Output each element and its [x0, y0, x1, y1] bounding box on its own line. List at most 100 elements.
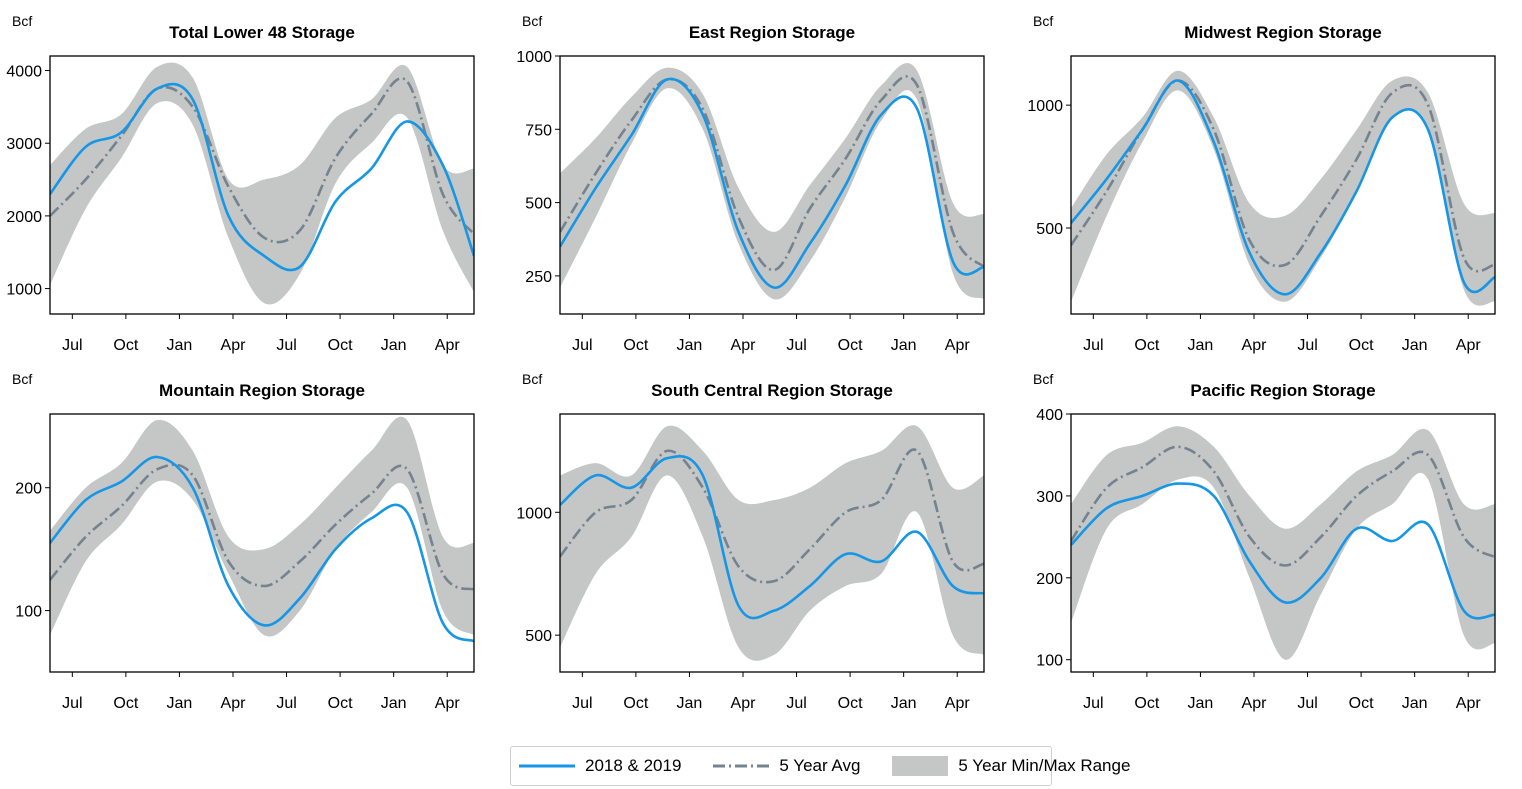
y-tick-label: 3000 [6, 136, 42, 153]
min-max-band [1071, 70, 1495, 306]
chart-panel-5: South Central Region Storage Bcf 500 1000 Ju… [516, 371, 985, 712]
actual-storage-line [50, 455, 474, 643]
y-tick-label: 1000 [516, 49, 552, 66]
y-tick-label: 1000 [1027, 98, 1063, 115]
actual-storage-line [560, 77, 984, 289]
y-tick-label: 250 [525, 269, 552, 286]
x-tick-label: Jan [381, 695, 407, 712]
chart-panel-2: East Region Storage Bcf 250 500 750 1000 Jul Oc… [516, 13, 985, 354]
x-tick-label: Jul [1083, 337, 1103, 354]
legend-actual-label: 2018 & 2019 [585, 756, 682, 775]
legend-actual-swatch [519, 764, 575, 768]
y-axis-unit: Bcf [1033, 371, 1053, 387]
actual-storage-line [1071, 79, 1495, 296]
plot-frame [49, 55, 475, 315]
y-tick-label: 300 [1036, 489, 1063, 506]
y-axis-unit: Bcf [1033, 13, 1053, 29]
chart-panel-1: Total Lower 48 Storage Bcf 1000 2000 3000 400… [6, 13, 475, 354]
x-tick-label: Jul [1297, 695, 1317, 712]
plot-area [1071, 426, 1495, 660]
y-tick-label: 2000 [6, 209, 42, 226]
x-tick-label: Jul [572, 337, 592, 354]
y-tick-label: 100 [15, 604, 42, 621]
min-max-band [560, 425, 984, 661]
min-max-band [50, 62, 474, 305]
x-tick-label: Apr [1456, 695, 1482, 712]
x-tick-label: Jan [167, 695, 193, 712]
y-tick-label: 500 [1036, 221, 1063, 238]
five-year-avg-line [50, 463, 474, 591]
legend: 2018 & 2019 5 Year Avg 5 Year Min/Max Ra… [510, 746, 1130, 786]
y-tick-label: 200 [15, 481, 42, 498]
x-tick-label: Oct [113, 695, 138, 712]
y-tick-label: 400 [1036, 407, 1063, 424]
x-tick-label: Oct [623, 337, 648, 354]
x-tick-label: Oct [838, 337, 863, 354]
y-tick-label: 500 [525, 628, 552, 645]
chart-panel-6: Pacific Region Storage Bcf 100 200 300 400 Jul… [1033, 371, 1496, 712]
x-tick-label: Apr [221, 337, 247, 354]
x-tick-label: Oct [1134, 337, 1159, 354]
y-tick-label: 4000 [6, 64, 42, 81]
chart-title: Midwest Region Storage [1184, 23, 1381, 42]
x-tick-label: Jan [381, 337, 407, 354]
x-tick-label: Jan [1188, 337, 1214, 354]
chart-panel-3: Midwest Region Storage Bcf 500 1000 Jul Oct Ja… [1027, 13, 1496, 354]
x-tick-label: Oct [838, 695, 863, 712]
x-tick-label: Apr [1456, 337, 1482, 354]
legend-band-swatch [892, 756, 949, 776]
x-tick-label: Oct [1349, 695, 1374, 712]
x-tick-label: Jul [62, 695, 82, 712]
chart-title: South Central Region Storage [651, 381, 893, 400]
x-tick-label: Oct [1349, 337, 1374, 354]
plot-area [1071, 70, 1495, 306]
y-tick-label: 500 [525, 196, 552, 213]
x-tick-label: Jan [677, 337, 703, 354]
plot-frame [49, 413, 475, 673]
x-tick-label: Apr [945, 337, 971, 354]
x-tick-label: Jul [1297, 337, 1317, 354]
y-tick-label: 1000 [516, 505, 552, 522]
x-tick-label: Oct [328, 695, 353, 712]
legend-avg-swatch [713, 764, 770, 768]
plot-area [50, 416, 474, 643]
five-year-avg-line [50, 77, 474, 244]
five-year-avg-line [1071, 445, 1495, 567]
x-tick-label: Apr [221, 695, 247, 712]
x-tick-label: Oct [623, 695, 648, 712]
min-max-band [50, 416, 474, 637]
plot-frame [559, 413, 985, 673]
chart-title: Pacific Region Storage [1190, 381, 1375, 400]
plot-area [560, 425, 984, 661]
plot-area [50, 62, 474, 305]
five-year-avg-line [560, 75, 984, 272]
x-tick-label: Apr [731, 337, 757, 354]
x-tick-label: Oct [113, 337, 138, 354]
chart-panel-4: Mountain Region Storage Bcf 100 200 Jul Oct Ja… [12, 371, 475, 712]
x-tick-label: Jul [786, 695, 806, 712]
plot-area [560, 63, 984, 300]
y-tick-label: 1000 [6, 282, 42, 299]
min-max-band [1071, 426, 1495, 660]
x-tick-label: Oct [1134, 695, 1159, 712]
y-tick-label: 200 [1036, 571, 1063, 588]
legend-item-actual: 2018 & 2019 [517, 755, 705, 777]
chart-title: Mountain Region Storage [159, 381, 365, 400]
x-tick-label: Jul [276, 337, 296, 354]
plot-frame [1070, 413, 1496, 673]
y-tick-label: 100 [1036, 653, 1063, 670]
x-tick-label: Jan [891, 337, 917, 354]
actual-storage-line [1071, 482, 1495, 620]
x-tick-label: Jan [1402, 337, 1428, 354]
legend-item-avg: 5 Year Avg [711, 755, 884, 777]
chart-title: Total Lower 48 Storage [169, 23, 355, 42]
five-year-avg-line [560, 448, 984, 584]
x-tick-label: Jan [891, 695, 917, 712]
plot-frame [1070, 55, 1496, 315]
y-axis-unit: Bcf [522, 371, 542, 387]
y-tick-label: 750 [525, 122, 552, 139]
x-tick-label: Apr [731, 695, 757, 712]
x-tick-label: Jul [1083, 695, 1103, 712]
y-axis-unit: Bcf [12, 371, 32, 387]
legend-band-label: 5 Year Min/Max Range [958, 756, 1131, 775]
